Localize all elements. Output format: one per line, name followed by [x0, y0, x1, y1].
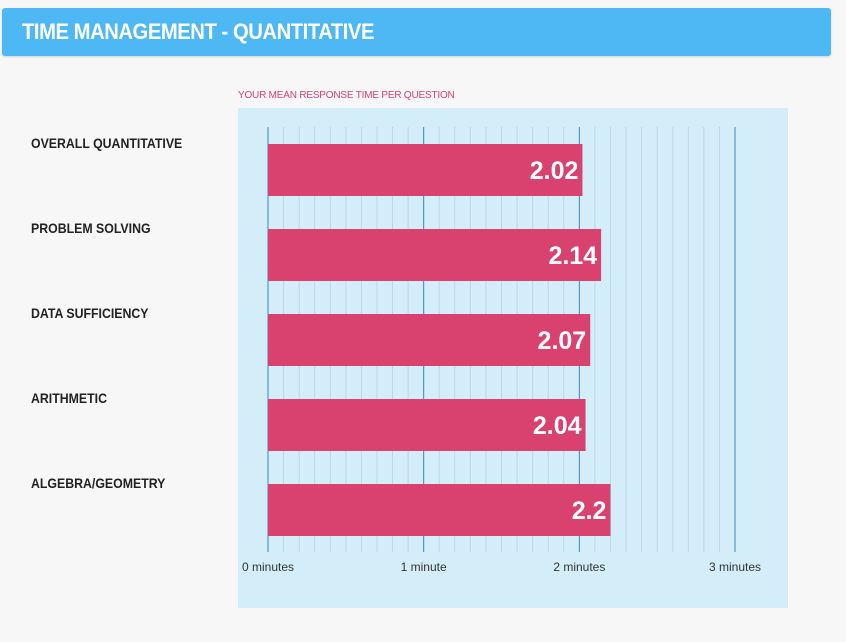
category-label-problem-solving: PROBLEM SOLVING — [31, 220, 151, 236]
x-tick-label: 0 minutes — [242, 560, 294, 574]
x-tick-label: 2 minutes — [553, 560, 605, 574]
x-tick-label: 1 minute — [401, 560, 447, 574]
header-banner: TIME MANAGEMENT - QUANTITATIVE — [2, 8, 831, 56]
category-label-overall-quantitative: OVERALL QUANTITATIVE — [31, 135, 183, 151]
bar — [268, 399, 586, 451]
page-title: TIME MANAGEMENT - QUANTITATIVE — [22, 19, 375, 44]
bar-data-label: 2.07 — [538, 327, 587, 355]
bar — [268, 144, 583, 196]
bar — [268, 484, 611, 536]
bar-data-label: 2.14 — [548, 242, 597, 270]
x-tick-label: 3 minutes — [709, 560, 761, 574]
bar — [268, 229, 602, 281]
chart-title: YOUR MEAN RESPONSE TIME PER QUESTION — [238, 90, 455, 101]
bar-data-label: 2.2 — [572, 497, 607, 525]
category-label-data-sufficiency: DATA SUFFICIENCY — [31, 305, 149, 321]
category-label-arithmetic: ARITHMETIC — [31, 390, 107, 406]
category-label-algebra-geometry: ALGEBRA/GEOMETRY — [31, 475, 166, 491]
bar-data-label: 2.04 — [533, 412, 582, 440]
bar-data-label: 2.02 — [530, 157, 579, 185]
bar — [268, 314, 591, 366]
